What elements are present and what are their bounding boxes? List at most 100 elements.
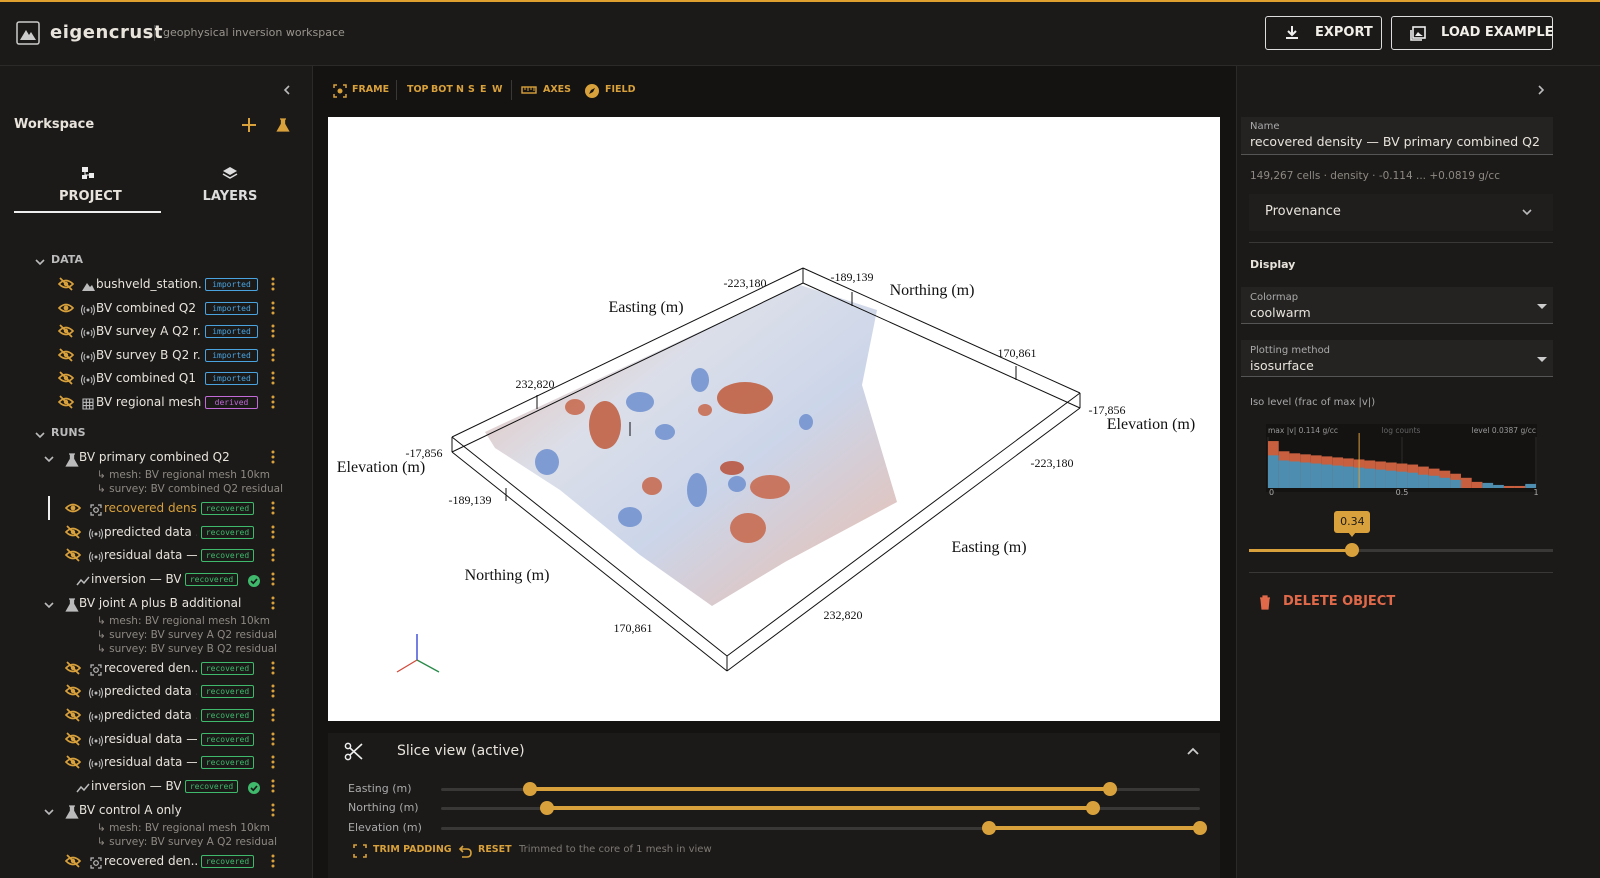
axes-icon[interactable] [521, 82, 537, 98]
eye-visible[interactable] [64, 500, 82, 516]
select[interactable] [1241, 287, 1553, 324]
item-menu[interactable] [265, 660, 281, 676]
eye-hidden[interactable] [57, 347, 75, 363]
trim-button[interactable]: TRIM PADDING [373, 844, 452, 855]
item-label[interactable]: residual data —... [104, 548, 197, 563]
item-menu[interactable] [265, 276, 281, 292]
item-menu[interactable] [265, 754, 281, 770]
item-label[interactable]: inversion — BV... [91, 571, 181, 586]
item-label[interactable]: recovered den... [104, 853, 197, 868]
slice-icon[interactable] [344, 742, 364, 762]
item-menu[interactable] [265, 853, 281, 869]
eye-hidden[interactable] [64, 660, 82, 676]
item-menu[interactable] [265, 571, 281, 587]
slider-knob[interactable] [539, 801, 554, 815]
item-menu[interactable] [265, 778, 281, 794]
provenance-toggle[interactable]: Provenance [1265, 204, 1341, 219]
item-label[interactable]: predicted data ... [104, 524, 197, 539]
view-button[interactable]: N [456, 84, 464, 95]
item-label[interactable]: inversion — BV... [91, 778, 181, 793]
view-button[interactable]: BOT [431, 84, 453, 95]
slider-knob[interactable] [1193, 821, 1207, 835]
item-menu[interactable] [265, 547, 281, 563]
run-name[interactable]: BV joint A plus B additional [79, 595, 242, 610]
item-label[interactable]: predicted data ... [104, 684, 197, 699]
view-button[interactable]: TOP [407, 84, 429, 95]
delete-icon[interactable] [1257, 594, 1273, 610]
section-chevron[interactable] [32, 254, 45, 266]
name-field[interactable] [1241, 117, 1553, 155]
collapse-panel[interactable] [1533, 82, 1549, 98]
eye-hidden[interactable] [64, 524, 82, 540]
reset-icon[interactable] [456, 843, 472, 858]
toolbar-button[interactable]: FRAME [352, 84, 390, 95]
tab-icon[interactable] [80, 165, 96, 181]
reset-button[interactable]: RESET [478, 844, 512, 855]
run-menu[interactable] [265, 595, 281, 611]
view-button[interactable]: W [492, 84, 503, 95]
field-icon[interactable] [584, 83, 599, 98]
run-name[interactable]: BV primary combined Q2 [79, 450, 230, 464]
eye-hidden[interactable] [64, 754, 82, 770]
slider-track[interactable] [441, 826, 1200, 830]
frame-icon[interactable] [332, 83, 347, 98]
header-button[interactable] [1265, 16, 1382, 50]
slider-knob[interactable] [522, 782, 537, 796]
delete-button[interactable]: DELETE OBJECT [1283, 594, 1396, 609]
item-menu[interactable] [265, 731, 281, 747]
item-menu[interactable] [265, 683, 281, 699]
view-button[interactable]: S [468, 84, 475, 95]
run-chevron[interactable] [41, 804, 54, 816]
item-menu[interactable] [265, 394, 281, 410]
flask-button[interactable] [275, 117, 291, 133]
item-menu[interactable] [265, 524, 281, 540]
button-label[interactable]: LOAD EXAMPLE [1441, 25, 1554, 40]
item-label[interactable]: residual data — ... [104, 755, 197, 770]
toolbar-button[interactable]: FIELD [605, 84, 636, 95]
section-chevron[interactable] [32, 427, 45, 439]
provenance-chevron[interactable] [1519, 204, 1535, 220]
header-button[interactable] [1391, 16, 1553, 50]
slider-knob[interactable] [1102, 782, 1117, 796]
item-label[interactable]: BV combined Q1 ... [96, 371, 201, 386]
eye-hidden[interactable] [64, 731, 82, 747]
run-chevron[interactable] [41, 597, 54, 609]
item-label[interactable]: bushveld_station... [96, 277, 201, 291]
slider-knob[interactable] [981, 821, 996, 835]
item-menu[interactable] [265, 500, 281, 516]
select-arrow[interactable] [1534, 352, 1550, 368]
item-menu[interactable] [265, 370, 281, 386]
eye-hidden[interactable] [64, 707, 82, 723]
eye-hidden[interactable] [64, 683, 82, 699]
eye-hidden[interactable] [64, 547, 82, 563]
item-menu[interactable] [265, 707, 281, 723]
item-menu[interactable] [265, 347, 281, 363]
eye-hidden[interactable] [57, 394, 75, 410]
toolbar-button[interactable]: AXES [543, 84, 572, 95]
provenance-row[interactable] [1249, 194, 1553, 231]
select[interactable] [1241, 340, 1553, 377]
run-menu[interactable] [265, 802, 281, 818]
iso-slider-track[interactable] [1249, 549, 1553, 552]
slice-collapse[interactable] [1185, 744, 1201, 760]
eye-hidden[interactable] [57, 370, 75, 386]
trim-icon[interactable] [352, 843, 367, 858]
item-label[interactable]: recovered densit [104, 501, 197, 515]
tab[interactable]: PROJECT [59, 189, 122, 204]
run-menu[interactable] [265, 449, 281, 465]
item-menu[interactable] [265, 323, 281, 339]
item-label[interactable]: residual data — ... [104, 731, 197, 746]
item-menu[interactable] [265, 300, 281, 316]
eye-hidden[interactable] [64, 853, 82, 869]
collapse-sidebar[interactable] [279, 82, 295, 98]
view-button[interactable]: E [480, 84, 487, 95]
eye-hidden[interactable] [57, 323, 75, 339]
item-label[interactable]: BV combined Q2 ... [96, 300, 201, 315]
item-label[interactable]: BV survey B Q2 r... [96, 347, 201, 362]
iso-slider-knob[interactable] [1345, 543, 1360, 557]
item-label[interactable]: predicted data ... [104, 708, 197, 722]
item-label[interactable]: recovered den... [104, 660, 197, 675]
tab-icon[interactable] [222, 165, 238, 181]
add-button[interactable] [241, 117, 257, 133]
slider-knob[interactable] [1085, 801, 1100, 815]
